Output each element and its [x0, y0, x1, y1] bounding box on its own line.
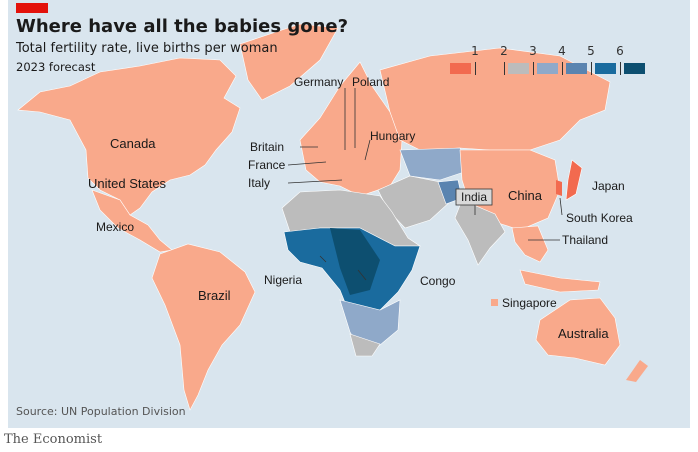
north-america: [17, 57, 241, 216]
label-australia: Australia: [558, 326, 609, 341]
legend-tick: [533, 62, 534, 75]
legend-tick-label: 5: [587, 44, 595, 58]
central-asia: [399, 147, 471, 181]
label-united-states: United States: [88, 176, 167, 191]
legend-tick-label: 1: [471, 44, 479, 58]
south-america: [151, 243, 256, 411]
india-label-box: [455, 188, 493, 206]
label-italy: Italy: [248, 176, 270, 190]
label-hungary: Hungary: [370, 129, 415, 143]
label-canada: Canada: [110, 136, 156, 151]
label-china: China: [508, 188, 543, 203]
leader-lines: [287, 88, 563, 281]
legend-tick: [562, 62, 563, 75]
label-britain: Britain: [250, 140, 284, 154]
japan: [565, 159, 583, 201]
label-japan: Japan: [592, 179, 625, 193]
europe: [299, 61, 403, 197]
label-mexico: Mexico: [96, 220, 134, 234]
legend-swatch: [566, 63, 587, 74]
india: [454, 199, 506, 266]
south-africa: [349, 333, 381, 357]
chart-note: 2023 forecast: [16, 60, 96, 74]
source-note: Source: UN Population Division: [16, 405, 186, 418]
label-singapore: Singapore: [502, 296, 557, 310]
label-poland: Poland: [352, 75, 389, 89]
australia: [535, 297, 621, 366]
indonesia: [519, 269, 601, 293]
chart-subtitle: Total fertility rate, live births per wo…: [16, 41, 278, 56]
legend-tick-label: 3: [529, 44, 537, 58]
legend-tick: [504, 62, 505, 75]
legend-tick: [620, 62, 621, 75]
greenland: [239, 23, 339, 101]
legend-swatch: [479, 63, 500, 74]
chart-title: Where have all the babies gone?: [16, 16, 349, 37]
legend-tick-label: 4: [558, 44, 566, 58]
legend-swatch: [537, 63, 558, 74]
legend-swatch: [624, 63, 645, 74]
brand-bar: [16, 3, 48, 13]
new-zealand: [626, 360, 648, 382]
label-germany: Germany: [294, 75, 343, 89]
legend-tick-label: 6: [616, 44, 624, 58]
label-france: France: [248, 158, 286, 172]
label-brazil: Brazil: [198, 288, 231, 303]
label-thailand: Thailand: [562, 233, 608, 247]
korea: [556, 180, 562, 196]
legend-swatch: [508, 63, 529, 74]
southeast-asia: [511, 225, 549, 263]
legend-swatch: [450, 63, 471, 74]
legend-tick: [591, 62, 592, 75]
label-nigeria: Nigeria: [264, 273, 302, 287]
label-india: India: [461, 190, 487, 204]
world-map: Canada United States Mexico Brazil Brita…: [17, 23, 648, 411]
legend-swatch: [595, 63, 616, 74]
legend-tick-label: 2: [500, 44, 508, 58]
publisher-footer: The Economist: [4, 432, 103, 447]
singapore-marker: [491, 299, 498, 306]
congo-core: [330, 228, 380, 295]
legend-tick: [475, 62, 476, 75]
label-congo: Congo: [420, 274, 456, 288]
label-south-korea: South Korea: [566, 211, 633, 225]
